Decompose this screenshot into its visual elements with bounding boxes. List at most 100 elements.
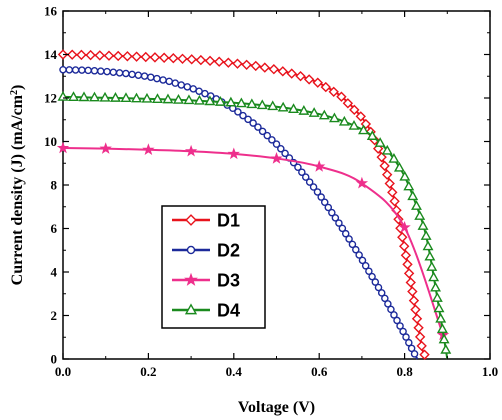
data-point bbox=[318, 109, 330, 120]
legend-label: D2 bbox=[217, 241, 240, 261]
data-point bbox=[177, 53, 188, 64]
data-point bbox=[294, 163, 302, 172]
data-point bbox=[134, 71, 143, 80]
data-point bbox=[298, 168, 306, 176]
data-point bbox=[214, 56, 225, 67]
y-axis-title: Current density (J) (mA/cm2) bbox=[9, 85, 27, 286]
data-point bbox=[402, 333, 410, 341]
data-point bbox=[317, 193, 325, 201]
data-point bbox=[277, 66, 288, 77]
data-point bbox=[268, 136, 276, 144]
data-point bbox=[90, 67, 99, 75]
data-point bbox=[234, 108, 242, 116]
data-point bbox=[365, 267, 373, 275]
data-point bbox=[165, 77, 173, 86]
y-tick-label: 14 bbox=[44, 47, 58, 62]
data-point bbox=[109, 68, 118, 77]
data-point bbox=[433, 302, 445, 313]
data-point bbox=[259, 62, 270, 73]
y-axis-title-superscript: 2 bbox=[9, 90, 20, 95]
data-point bbox=[410, 304, 421, 315]
data-point bbox=[384, 178, 395, 189]
data-point bbox=[131, 92, 142, 103]
data-point bbox=[352, 245, 360, 254]
legend-swatch-marker bbox=[184, 303, 198, 315]
x-axis-title: Voltage (V) bbox=[238, 399, 315, 416]
data-point bbox=[149, 52, 161, 63]
data-point bbox=[115, 69, 124, 77]
data-point bbox=[407, 344, 416, 353]
data-point bbox=[420, 230, 432, 240]
data-point bbox=[366, 130, 378, 140]
data-point bbox=[355, 251, 363, 259]
data-point bbox=[355, 176, 369, 189]
data-point bbox=[379, 160, 390, 172]
data-point bbox=[348, 240, 357, 249]
data-point bbox=[56, 141, 70, 154]
data-point bbox=[94, 50, 105, 61]
y-tick-label: 0 bbox=[51, 352, 58, 367]
data-point bbox=[349, 104, 360, 116]
data-point bbox=[147, 73, 155, 81]
data-point bbox=[268, 64, 280, 75]
series-d2 bbox=[59, 65, 419, 360]
data-point bbox=[407, 286, 418, 297]
data-point bbox=[361, 262, 370, 270]
data-point bbox=[328, 112, 340, 123]
data-point bbox=[387, 305, 395, 314]
data-point bbox=[313, 188, 322, 196]
data-point bbox=[204, 55, 216, 67]
legend-swatch-marker bbox=[186, 245, 196, 255]
ticks-layer: 0.0 0.2 0.4 0.6 0.8 1.0 0 2 4 6 8 10 12 14 16 bbox=[44, 4, 498, 380]
legend-frame bbox=[161, 205, 266, 329]
data-point bbox=[328, 86, 339, 97]
data-point bbox=[417, 220, 429, 230]
data-point bbox=[374, 283, 383, 292]
data-point bbox=[424, 250, 436, 261]
data-point bbox=[103, 67, 111, 76]
data-point bbox=[227, 147, 240, 160]
data-point bbox=[158, 52, 170, 63]
data-point bbox=[331, 214, 340, 222]
x-tick-label: 0.6 bbox=[311, 364, 328, 379]
data-point bbox=[438, 333, 450, 344]
legend-swatch-marker bbox=[185, 214, 197, 226]
data-point bbox=[298, 105, 310, 115]
data-point bbox=[128, 70, 136, 79]
data-point bbox=[76, 49, 87, 61]
data-point bbox=[277, 101, 289, 112]
data-point bbox=[405, 277, 416, 288]
legend-entries: D1 D2 D3 D4 bbox=[172, 211, 240, 321]
data-point bbox=[249, 119, 257, 127]
data-point bbox=[338, 224, 347, 233]
data-point bbox=[435, 312, 447, 323]
data-point bbox=[398, 220, 411, 233]
legend: D1 D2 D3 D4 bbox=[161, 205, 266, 329]
data-point bbox=[387, 187, 398, 198]
data-point bbox=[328, 208, 336, 217]
legend-entry-d1: D1 bbox=[172, 211, 240, 231]
data-point bbox=[440, 343, 452, 354]
data-point bbox=[320, 81, 331, 93]
data-point bbox=[122, 69, 130, 78]
data-point bbox=[65, 66, 74, 74]
data-point bbox=[393, 316, 401, 325]
data-point bbox=[312, 77, 323, 88]
data-point bbox=[204, 95, 216, 106]
data-point bbox=[324, 203, 333, 212]
data-point bbox=[78, 66, 86, 74]
data-point bbox=[410, 350, 419, 358]
data-point bbox=[430, 281, 441, 292]
data-point bbox=[381, 144, 393, 155]
data-point bbox=[122, 51, 133, 62]
data-point bbox=[131, 51, 142, 62]
y-tick-label: 2 bbox=[51, 308, 58, 323]
data-point bbox=[99, 91, 111, 102]
data-point bbox=[84, 66, 92, 75]
data-point bbox=[393, 214, 404, 225]
data-point bbox=[295, 70, 306, 82]
data-point bbox=[267, 100, 279, 111]
y-tick-label: 6 bbox=[51, 221, 58, 236]
data-point bbox=[403, 268, 415, 279]
